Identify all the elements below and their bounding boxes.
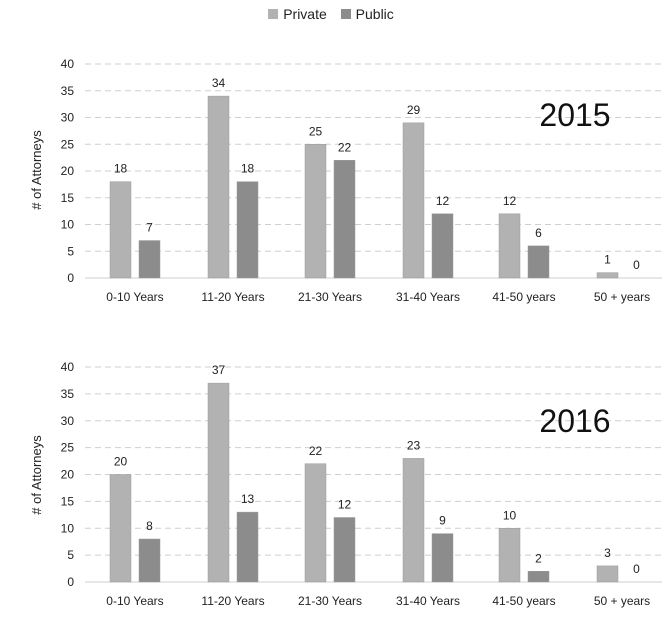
legend-label-private: Private xyxy=(283,6,327,22)
y-axis-label: # of Attorneys xyxy=(29,130,44,210)
bar-public xyxy=(527,245,550,279)
x-tick-label: 41-50 years xyxy=(492,594,555,608)
bar-public xyxy=(333,517,356,583)
y-tick-label: 15 xyxy=(61,494,75,508)
bar-private xyxy=(596,565,619,583)
data-label: 34 xyxy=(212,76,226,90)
data-label: 37 xyxy=(212,363,226,377)
bar-public xyxy=(236,181,259,279)
legend-item-private: Private xyxy=(268,6,327,22)
y-tick-label: 5 xyxy=(67,548,74,562)
data-label: 12 xyxy=(503,194,517,208)
data-label: 25 xyxy=(309,124,323,138)
y-tick-label: 5 xyxy=(67,244,74,258)
bar-private xyxy=(498,528,521,583)
data-label: 9 xyxy=(439,514,446,528)
data-label: 18 xyxy=(114,162,128,176)
legend-label-public: Public xyxy=(355,6,394,22)
x-tick-label: 41-50 years xyxy=(492,290,555,304)
bar-private xyxy=(109,474,132,583)
chart-title: 2015 xyxy=(539,97,610,133)
x-tick-label: 0-10 Years xyxy=(106,290,163,304)
data-label: 1 xyxy=(604,253,611,267)
data-label: 22 xyxy=(338,140,352,154)
bar-private xyxy=(304,144,327,279)
x-tick-label: 31-40 Years xyxy=(396,290,460,304)
y-tick-label: 0 xyxy=(67,575,74,589)
y-tick-label: 15 xyxy=(61,191,75,205)
data-label: 8 xyxy=(146,519,153,533)
y-tick-label: 10 xyxy=(61,218,75,232)
x-tick-label: 21-30 Years xyxy=(298,290,362,304)
x-tick-label: 50 + years xyxy=(594,594,650,608)
bar-public xyxy=(527,571,550,583)
y-tick-label: 35 xyxy=(61,387,75,401)
data-label: 2 xyxy=(535,551,542,565)
bar-private xyxy=(498,213,521,279)
data-label: 23 xyxy=(407,438,421,452)
x-tick-label: 11-20 Years xyxy=(201,290,264,304)
data-label: 22 xyxy=(309,444,323,458)
bar-public xyxy=(431,533,454,583)
y-tick-label: 35 xyxy=(61,84,75,98)
bar-private xyxy=(596,272,619,279)
y-tick-label: 30 xyxy=(61,414,75,428)
data-label: 6 xyxy=(535,226,542,240)
y-tick-label: 25 xyxy=(61,441,75,455)
x-tick-label: 21-30 Years xyxy=(298,594,362,608)
data-label: 12 xyxy=(436,194,450,208)
bar-private xyxy=(402,122,425,279)
chart-legend: Private Public xyxy=(0,6,662,22)
y-tick-label: 30 xyxy=(61,111,75,125)
bar-public xyxy=(138,240,161,279)
data-label: 0 xyxy=(633,258,640,272)
x-tick-label: 11-20 Years xyxy=(201,594,264,608)
data-label: 3 xyxy=(604,546,611,560)
data-label: 10 xyxy=(503,508,517,522)
bar-private xyxy=(207,95,230,279)
y-tick-label: 0 xyxy=(67,271,74,285)
bar-public xyxy=(333,160,356,279)
data-label: 20 xyxy=(114,455,128,469)
bar-private xyxy=(402,458,425,583)
data-label: 29 xyxy=(407,103,421,117)
y-axis-label: # of Attorneys xyxy=(29,435,44,515)
y-tick-label: 25 xyxy=(61,137,75,151)
legend-swatch-private xyxy=(268,9,279,19)
bar-public xyxy=(236,511,259,583)
bar-public xyxy=(138,538,161,583)
data-label: 13 xyxy=(241,492,255,506)
chart-title: 2016 xyxy=(539,403,610,439)
y-tick-label: 40 xyxy=(61,360,75,374)
x-tick-label: 0-10 Years xyxy=(106,594,163,608)
bar-private xyxy=(207,382,230,583)
y-tick-label: 20 xyxy=(61,468,75,482)
data-label: 7 xyxy=(146,221,153,235)
bar-private xyxy=(304,463,327,583)
y-tick-label: 20 xyxy=(61,164,75,178)
data-label: 12 xyxy=(338,498,352,512)
x-tick-label: 31-40 Years xyxy=(396,594,460,608)
data-label: 0 xyxy=(633,562,640,576)
y-tick-label: 40 xyxy=(61,57,75,71)
data-label: 18 xyxy=(241,162,255,176)
bar-private xyxy=(109,181,132,279)
x-tick-label: 50 + years xyxy=(594,290,650,304)
legend-swatch-public xyxy=(340,9,351,19)
bar-public xyxy=(431,213,454,279)
legend-item-public: Public xyxy=(340,6,394,22)
y-tick-label: 10 xyxy=(61,521,75,535)
